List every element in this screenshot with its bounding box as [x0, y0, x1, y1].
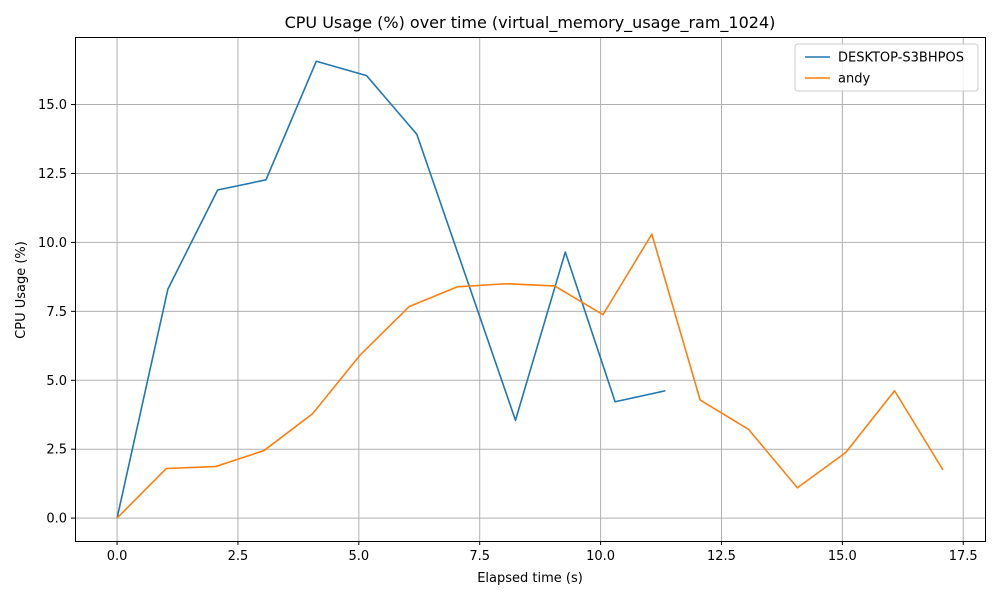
x-tick-label: 2.5	[228, 549, 249, 564]
chart-title: CPU Usage (%) over time (virtual_memory_…	[285, 13, 776, 33]
series-line-1	[116, 233, 944, 519]
x-tick-label: 5.0	[348, 549, 369, 564]
y-tick-label: 15.0	[38, 98, 67, 113]
x-tick-label: 10.0	[586, 549, 615, 564]
x-axis-title: Elapsed time (s)	[477, 571, 583, 586]
y-tick-label: 5.0	[46, 374, 67, 389]
legend-label-1: andy	[838, 72, 870, 87]
y-tick-label: 2.5	[46, 443, 67, 458]
x-tick-label: 7.5	[469, 549, 490, 564]
plot-frame	[75, 37, 986, 542]
legend-label-0: DESKTOP-S3BHPOS	[838, 51, 964, 66]
x-tick-label: 0.0	[107, 549, 128, 564]
y-axis-title: CPU Usage (%)	[14, 241, 29, 339]
y-tick-label: 10.0	[38, 236, 67, 251]
x-tick-label: 15.0	[828, 549, 857, 564]
legend-box	[794, 43, 979, 92]
series-group	[116, 60, 944, 519]
legend: DESKTOP-S3BHPOS andy	[794, 43, 979, 92]
x-tick-label: 12.5	[707, 549, 736, 564]
x-tick-label: 17.5	[949, 549, 978, 564]
ticks: 0.0 2.5 5.0 7.5 10.0 12.5 15.0 17.5 0.0 2.5 5.0 7.5…	[38, 98, 978, 564]
grid	[75, 37, 985, 541]
y-tick-label: 0.0	[46, 512, 67, 527]
y-tick-label: 12.5	[38, 167, 67, 182]
y-tick-label: 7.5	[46, 305, 67, 320]
